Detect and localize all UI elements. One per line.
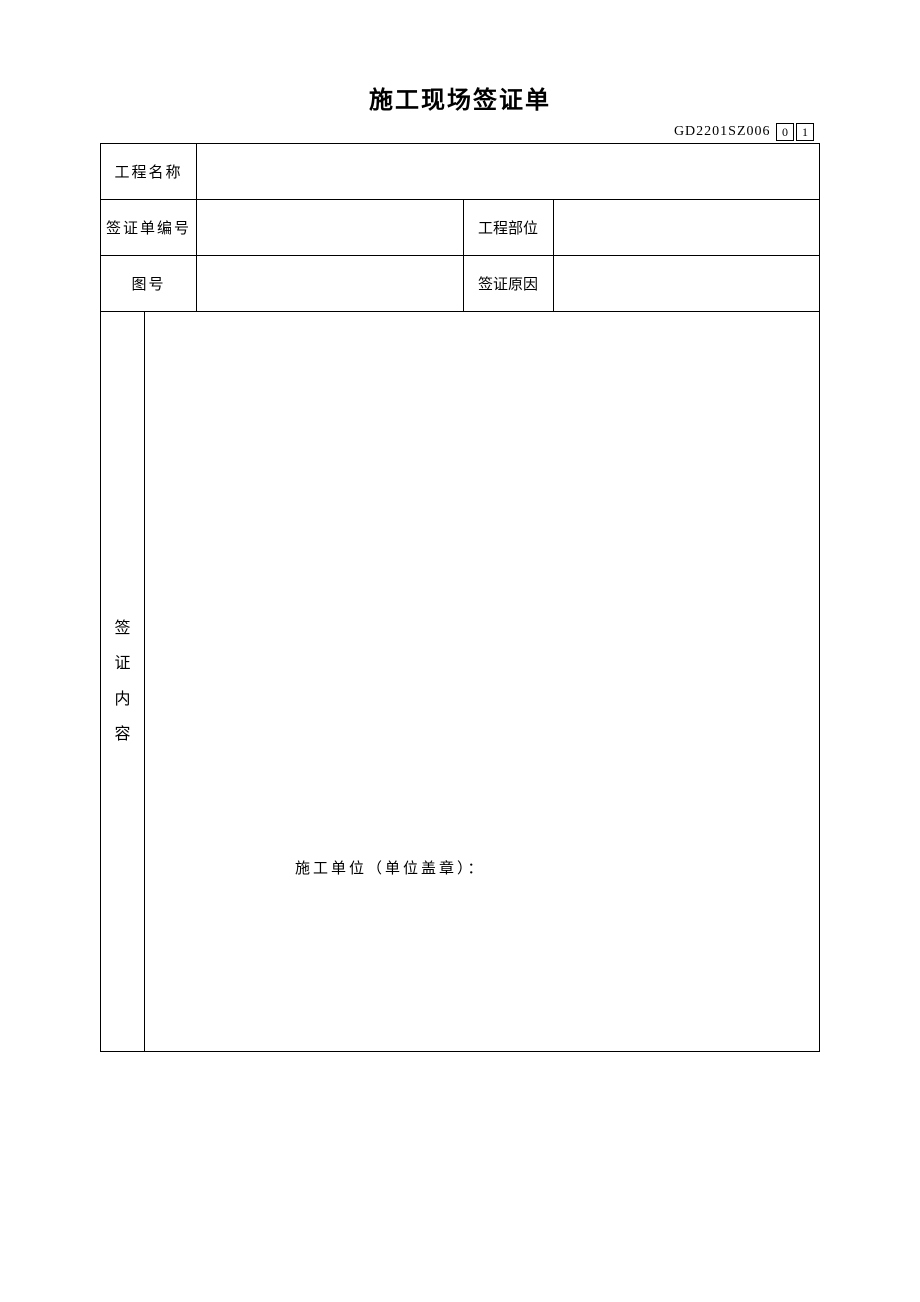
- label-project-name: 工程名称: [101, 144, 197, 200]
- doc-code-box-1: 0: [776, 123, 794, 141]
- page-title: 施工现场签证单: [100, 80, 820, 115]
- vlabel-2: 证: [105, 646, 140, 681]
- doc-code-row: GD2201SZ006 01: [100, 123, 820, 141]
- vlabel-3: 内: [105, 682, 140, 717]
- value-project-part: [553, 200, 820, 256]
- doc-code-box-2: 1: [796, 123, 814, 141]
- doc-code-prefix: GD2201SZ006: [674, 124, 771, 139]
- table-row: 工程名称: [101, 144, 820, 200]
- label-project-part: 工程部位: [463, 200, 553, 256]
- label-content-vertical: 签 证 内 容: [101, 312, 145, 1052]
- table-row: 图号 签证原因: [101, 256, 820, 312]
- form-table: 工程名称 签证单编号 工程部位 图号 签证原因 签 证 内 容 施工单位（单位盖…: [100, 143, 820, 1052]
- label-drawing-number: 图号: [101, 256, 197, 312]
- vlabel-4: 容: [105, 717, 140, 752]
- vlabel-1: 签: [105, 611, 140, 646]
- label-cert-reason: 签证原因: [463, 256, 553, 312]
- value-content: 施工单位（单位盖章）：: [145, 312, 820, 1052]
- stamp-line: 施工单位（单位盖章）：: [295, 857, 486, 878]
- value-drawing-number: [197, 256, 464, 312]
- label-cert-number: 签证单编号: [101, 200, 197, 256]
- value-cert-reason: [553, 256, 820, 312]
- value-project-name: [197, 144, 820, 200]
- value-cert-number: [197, 200, 464, 256]
- table-row: 签 证 内 容 施工单位（单位盖章）：: [101, 312, 820, 1052]
- table-row: 签证单编号 工程部位: [101, 200, 820, 256]
